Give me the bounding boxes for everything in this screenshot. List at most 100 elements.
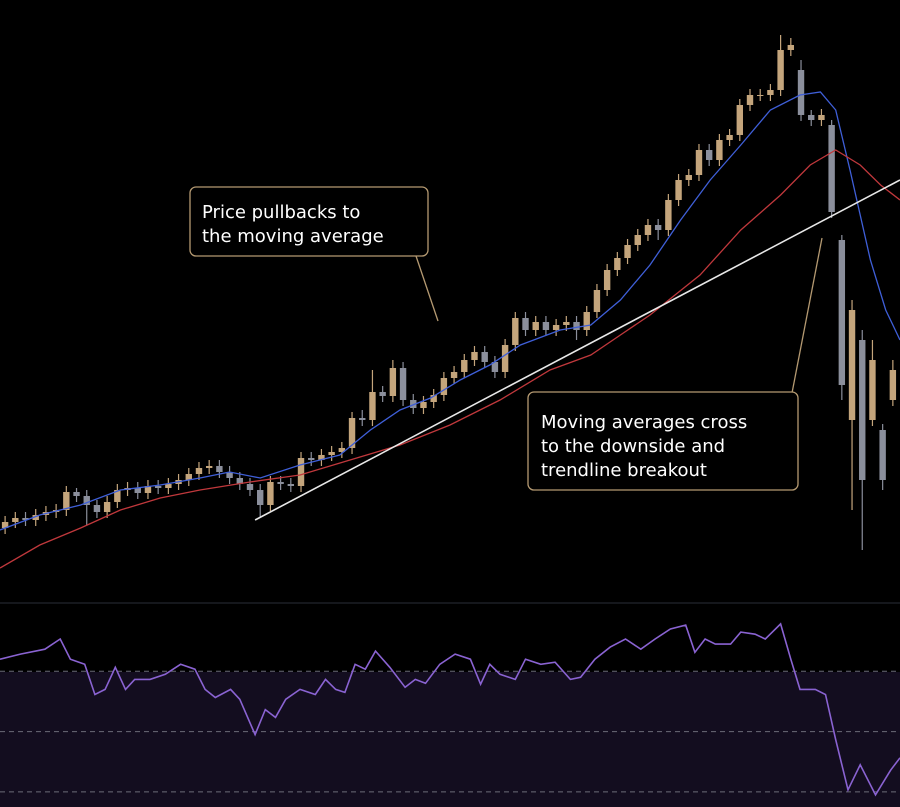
candle-body — [389, 368, 397, 396]
candle-body — [481, 352, 488, 362]
candle-body — [73, 492, 80, 496]
candle-body — [838, 240, 846, 385]
note-line: Moving averages cross — [541, 412, 747, 433]
note-line: the moving average — [202, 226, 384, 247]
candle-body — [818, 115, 825, 120]
note-line: trendline breakout — [541, 460, 707, 481]
candle-body — [869, 360, 876, 420]
candle-body — [552, 325, 560, 330]
candle-body — [114, 490, 121, 502]
line-series — [0, 91, 900, 531]
candle-body — [318, 455, 325, 460]
candle-body — [410, 400, 417, 408]
candle-body — [522, 318, 529, 330]
candle-body — [328, 452, 335, 455]
candle-body — [308, 458, 315, 460]
candle-body — [226, 472, 233, 478]
candle-body — [879, 430, 886, 480]
annotation-1: Price pullbacks to the moving average — [189, 186, 439, 322]
rsi-line — [0, 622, 900, 797]
candle-body — [859, 340, 866, 480]
note-box — [527, 391, 799, 491]
candle-body — [277, 482, 284, 484]
candle-body — [624, 245, 631, 258]
candle-body — [267, 482, 274, 505]
line-series — [0, 149, 900, 569]
candle-body — [471, 352, 478, 360]
candle-body — [593, 290, 601, 312]
candle-body — [542, 322, 550, 330]
candle-body — [797, 70, 805, 115]
candle-body — [379, 392, 386, 396]
candle-body — [848, 310, 856, 420]
line-series — [254, 179, 900, 521]
candle-body — [297, 458, 305, 486]
candle-body — [236, 478, 243, 484]
candle-body — [654, 225, 662, 230]
candle-body — [491, 362, 499, 372]
candle-body — [399, 368, 407, 400]
note-line: Price pullbacks to — [202, 202, 360, 223]
note-box — [189, 186, 429, 257]
candle-body — [83, 496, 90, 505]
candle-body — [205, 466, 213, 468]
candle-body — [348, 418, 356, 448]
annotation-2: Moving averages cross to the downside an… — [527, 237, 823, 491]
candle-body — [430, 395, 437, 402]
price-panel — [0, 35, 900, 569]
candle-body — [583, 312, 590, 330]
candle-body — [787, 45, 795, 50]
candle-body — [461, 360, 468, 372]
rsi-band — [0, 672, 900, 807]
candle-body — [532, 322, 539, 330]
candle-body — [12, 518, 19, 522]
candle-body — [685, 175, 692, 180]
candle-body — [134, 488, 141, 493]
candle-body — [246, 484, 254, 490]
candle-body — [216, 466, 223, 472]
candle-body — [757, 95, 764, 96]
candle-body — [22, 518, 29, 520]
candle-body — [359, 418, 366, 420]
candle-body — [828, 125, 835, 212]
candle-body — [644, 225, 652, 235]
candle-body — [63, 492, 70, 510]
candle-body — [185, 474, 192, 480]
candle-body — [603, 270, 611, 290]
candle-body — [808, 115, 815, 120]
candle-body — [746, 95, 754, 105]
candle-body — [195, 468, 203, 474]
candle-body — [501, 345, 509, 372]
note-line: to the downside and — [541, 436, 725, 457]
candle-body — [257, 490, 264, 505]
candle-body — [420, 402, 427, 408]
pointer — [791, 237, 823, 394]
pointer — [415, 255, 439, 322]
candle-body — [705, 150, 713, 160]
candle-body — [154, 486, 162, 488]
candle-body — [338, 448, 346, 452]
candle-body — [563, 322, 570, 325]
candle-body — [634, 235, 641, 245]
candle-body — [767, 90, 774, 95]
candle-body — [369, 392, 376, 420]
candle-body — [716, 140, 723, 160]
candle-body — [32, 515, 39, 520]
candle-body — [440, 378, 448, 395]
candle-body — [93, 505, 101, 512]
candle-body — [614, 258, 621, 270]
candle-body — [889, 370, 897, 400]
candle-body — [512, 318, 519, 345]
candle-body — [675, 180, 682, 200]
candle-body — [726, 135, 733, 140]
rsi-panel — [0, 622, 900, 797]
candle-body — [165, 484, 172, 488]
candle-body — [287, 484, 295, 486]
candle-body — [1, 522, 9, 528]
candle-body — [736, 105, 743, 135]
candle-body — [777, 50, 784, 90]
candle-body — [450, 372, 458, 378]
candle-body — [695, 150, 703, 175]
